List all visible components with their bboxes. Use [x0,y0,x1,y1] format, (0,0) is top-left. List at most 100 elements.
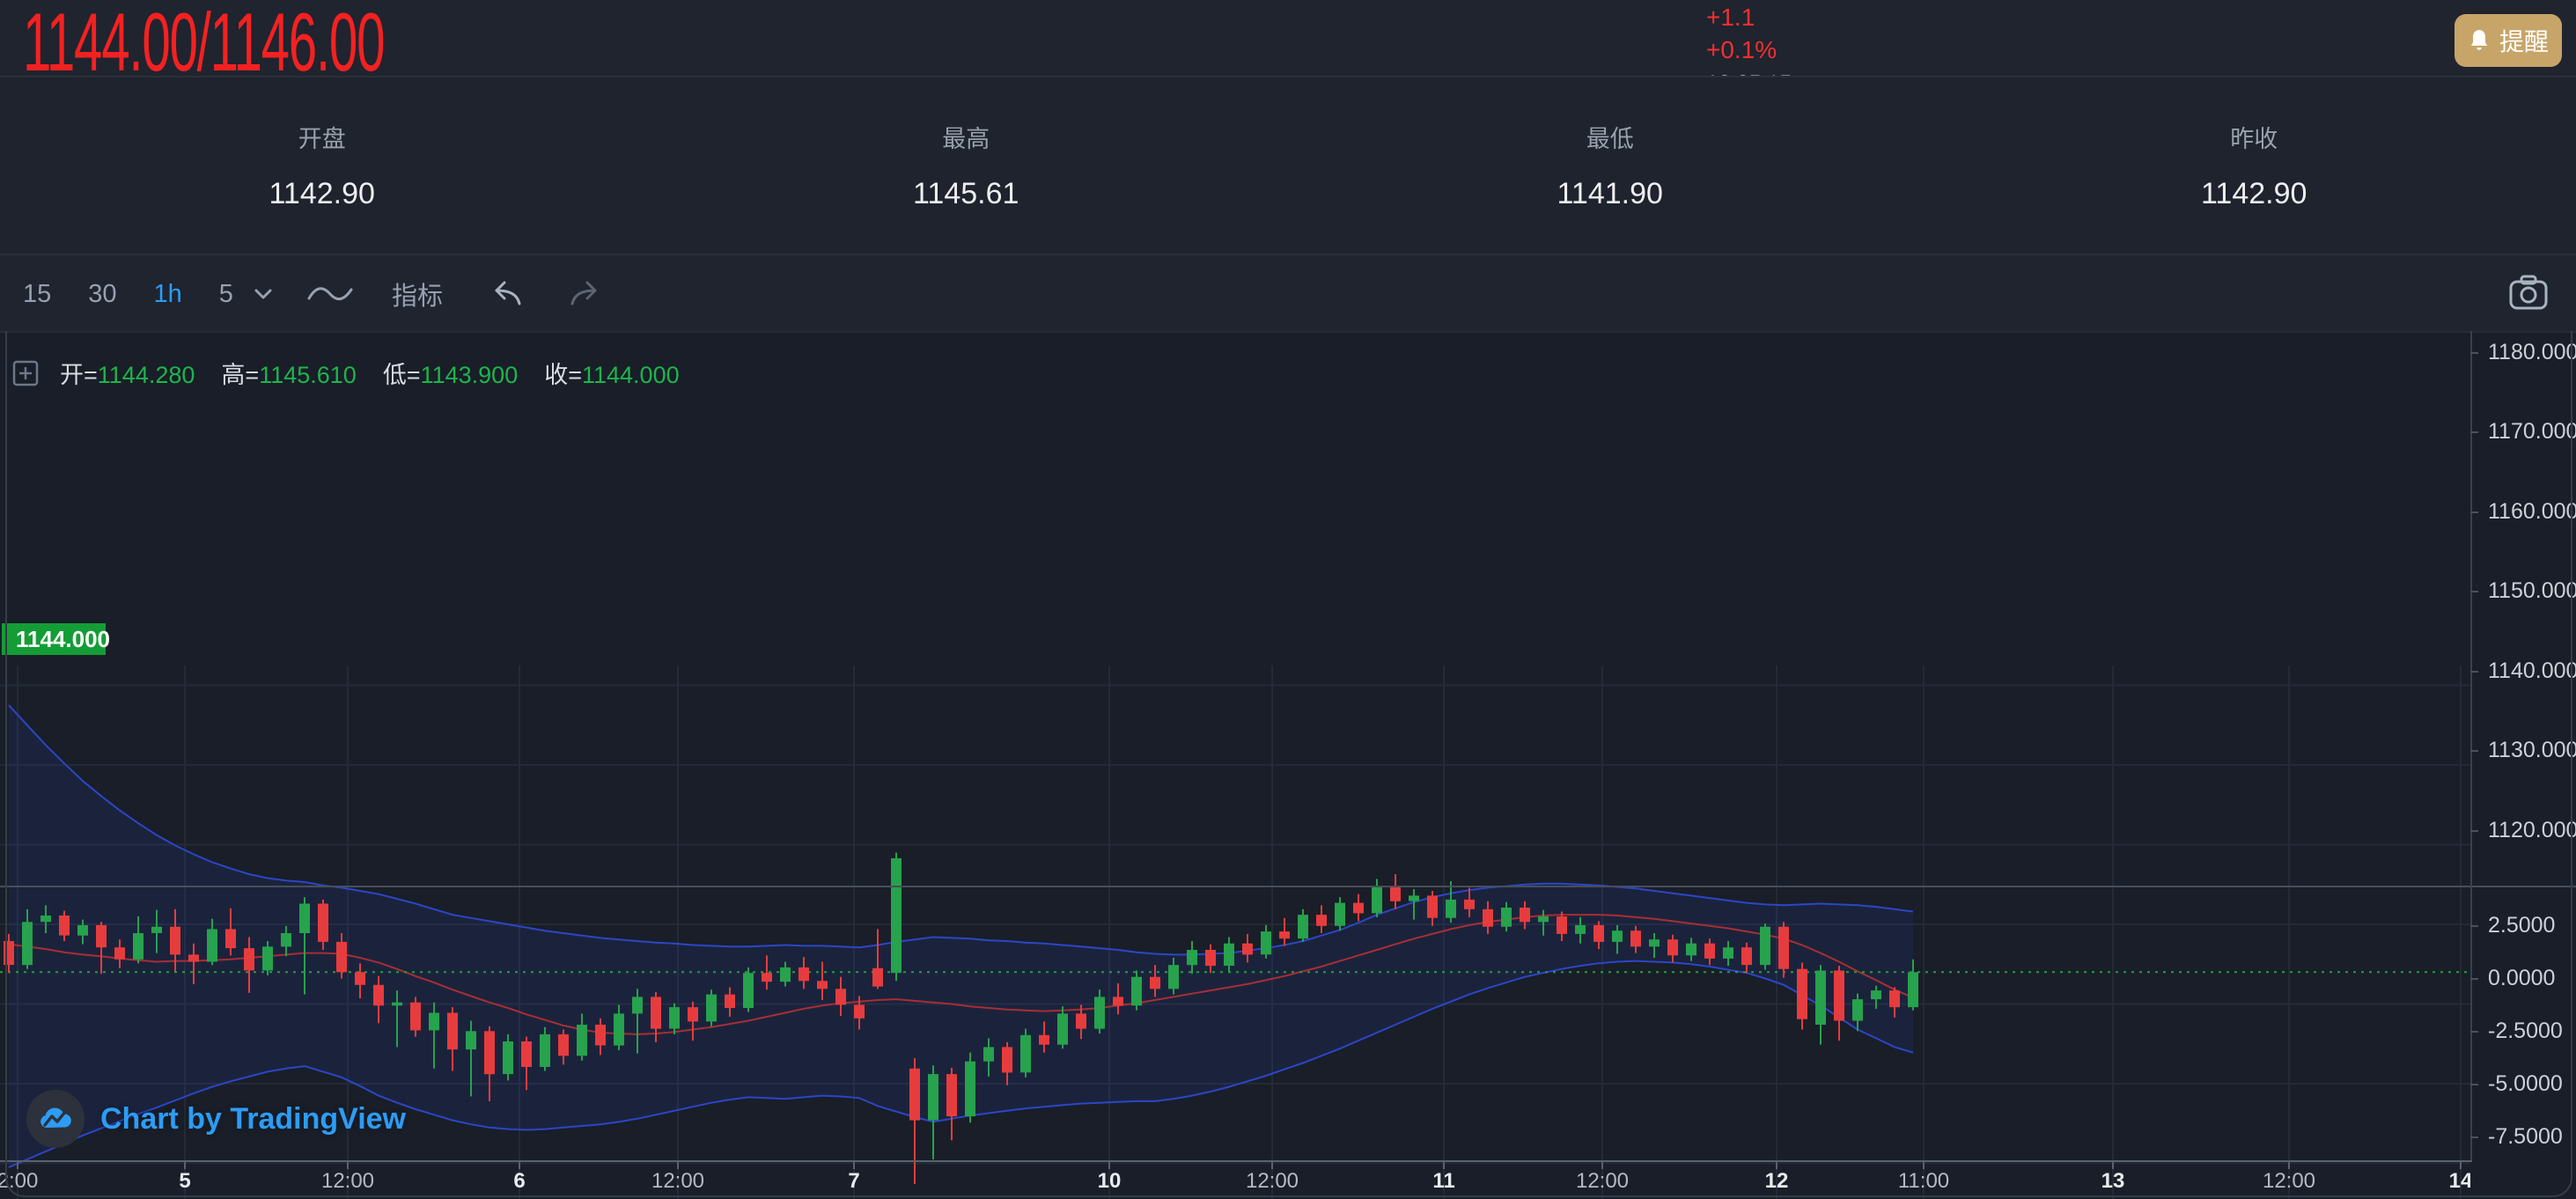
stat-low-value: 1141.90 [1557,177,1663,210]
legend-low: 低= 1143.900 [382,362,519,388]
time-axis-tick [184,1162,186,1169]
price-axis-tick [2470,1136,2478,1138]
pane-divider[interactable] [0,886,2576,887]
price-axis-tick [2470,431,2478,433]
tradingview-logo-icon [26,1090,85,1148]
price-axis-tick [2470,978,2478,980]
undo-icon[interactable] [492,279,527,309]
price-axis-tick [2470,829,2478,832]
stats-row: 开盘 1142.90 最高 1145.61 最低 1141.90 昨收 1142… [0,76,2576,255]
price-tick-label: 2.5000 [2488,913,2556,938]
change-percent: +0.1% [1706,36,1777,63]
chevron-down-icon[interactable] [251,286,276,302]
price-axis-separator [2470,331,2472,1160]
indicators-button[interactable]: 指标 [392,270,443,318]
time-axis-tick [853,1162,855,1169]
price-axis-tick [2470,1084,2478,1085]
time-axis-tick [1271,1162,1273,1169]
time-axis-tick [2460,1162,2462,1169]
price-tick-label: 1170.000 [2488,419,2576,444]
interval-15m-button[interactable]: 15 [23,275,51,314]
time-tick-label: 10 [1097,1169,1122,1193]
bell-icon [2468,28,2491,53]
price-tick-label: 1120.000 [2488,817,2576,842]
main-price-pane[interactable] [0,664,2470,1199]
tradingview-attribution[interactable]: Chart by TradingView [26,1090,406,1148]
legend-close: 收= 1144.000 [544,362,680,388]
stat-open: 开盘 1142.90 [0,77,644,254]
alert-button[interactable]: 提醒 [2455,14,2562,67]
time-axis-tick [677,1162,679,1169]
time-tick-label: 12 [1764,1169,1789,1193]
time-tick-label: 11 [1432,1169,1455,1193]
time-axis[interactable]: 2:00 5 12:00 6 12:00 7 10 12:00 11 12:00 12 11:00 13… [0,1162,2470,1199]
stat-high-value: 1145.61 [913,177,1019,210]
chart-toolbar: 15 30 1h 5 指标 [0,257,2576,331]
bid-ask-quote: 1144.00/1146.00 [23,0,386,88]
price-tick-label: 1140.000 [2488,658,2576,683]
time-tick-label: 5 [179,1169,191,1193]
time-tick-label: 12:00 [320,1169,375,1193]
price-axis-tick [2470,750,2478,752]
time-tick-label: 2:00 [0,1169,39,1193]
interval-5m-button[interactable]: 5 [219,275,233,314]
last-price-tag: 1144.000 [2,623,110,656]
time-tick-label: 14 [2448,1169,2470,1193]
time-tick-label: 12:00 [2262,1169,2316,1193]
time-tick-label: 6 [513,1169,526,1193]
stat-prev-close-label: 昨收 [2230,126,2278,152]
change-value: +1.1 [1706,4,1755,31]
interval-1h-button[interactable]: 1h [154,275,182,314]
price-axis-tick [2470,511,2478,513]
price-tick-label: -5.0000 [2488,1071,2563,1096]
header: 1144.00/1146.00 +1.1 +0.1% 10:35:15 提醒 [0,0,2576,95]
expand-pane-icon[interactable] [12,360,39,386]
time-tick-label: 12:00 [1245,1169,1299,1193]
time-axis-tick [1443,1162,1445,1169]
main-gridlines [0,666,2470,1199]
stat-open-label: 开盘 [298,126,346,152]
time-axis-tick [2288,1162,2290,1169]
time-axis-tick [1108,1162,1110,1169]
stat-open-value: 1142.90 [269,177,375,210]
time-axis-tick [1601,1162,1603,1169]
price-axis-tick [2470,1031,2478,1033]
price-axis-tick [2470,925,2478,927]
alert-button-label: 提醒 [2499,28,2549,55]
stat-prev-close: 昨收 1142.90 [1932,77,2576,254]
price-axis-tick [2470,670,2478,673]
price-axis[interactable]: 1180.000 1170.000 1160.000 1150.000 1140.000… [2470,331,2576,1160]
price-tick-label: -7.5000 [2488,1124,2563,1149]
chart-region[interactable] [0,331,2576,1199]
camera-icon[interactable] [2507,273,2550,314]
interval-30m-button[interactable]: 30 [88,275,116,314]
time-tick-label: 7 [848,1169,860,1193]
chart-style-icon[interactable] [305,281,355,307]
redo-icon[interactable] [564,279,600,309]
time-tick-label: 12:00 [1575,1169,1630,1193]
price-axis-tick [2470,351,2478,354]
legend-open: 开= 1144.280 [60,362,195,388]
time-axis-tick [519,1162,520,1169]
price-tick-label: 0.0000 [2488,966,2556,990]
time-axis-separator [0,1160,2472,1162]
time-axis-tick [17,1162,18,1169]
legend-high: 高= 1145.610 [221,362,357,388]
price-tick-label: 1130.000 [2488,738,2576,762]
candles [4,852,1918,1184]
stat-high: 最高 1145.61 [644,77,1289,254]
stat-low-label: 最低 [1586,126,1634,152]
time-tick-label: 11:00 [1897,1169,1950,1193]
stat-low: 最低 1141.90 [1288,77,1932,254]
time-axis-tick [1923,1162,1925,1169]
price-tick-label: 1160.000 [2488,498,2576,524]
stat-prev-close-value: 1142.90 [2201,177,2307,210]
stat-high-label: 最高 [942,126,990,152]
ohlc-legend: 开= 1144.280 高= 1145.610 低= 1143.900 收= 1144.… [12,356,692,390]
time-axis-tick [2112,1162,2114,1169]
price-axis-tick [2470,591,2478,592]
tradingview-attribution-text: Chart by TradingView [100,1101,407,1136]
price-tick-label: 1180.000 [2488,339,2576,364]
time-axis-tick [347,1162,349,1169]
